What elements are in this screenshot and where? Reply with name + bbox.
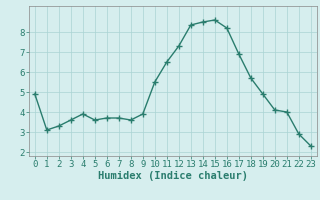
X-axis label: Humidex (Indice chaleur): Humidex (Indice chaleur) xyxy=(98,171,248,181)
